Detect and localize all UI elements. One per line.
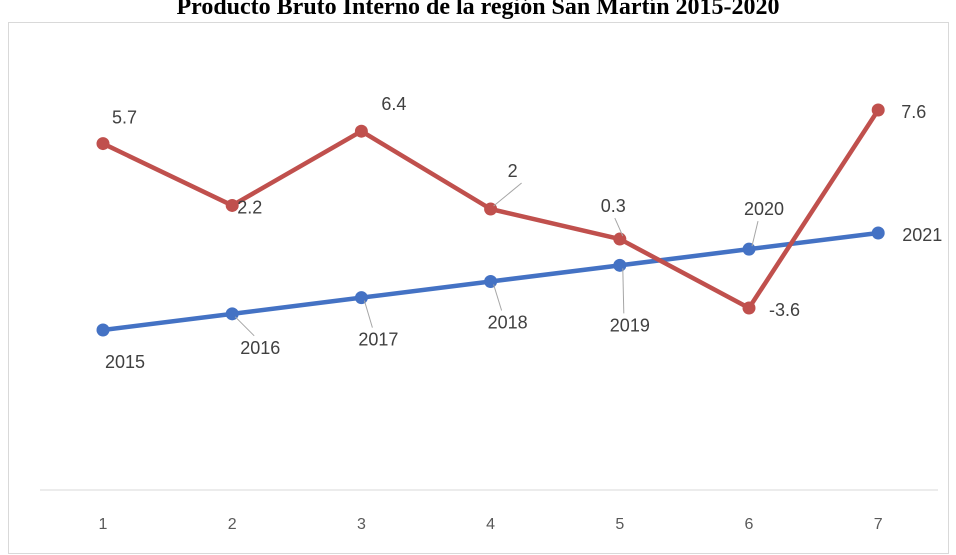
series-blue-point <box>96 323 110 337</box>
series-red-point <box>354 124 368 138</box>
series-blue-label-leader <box>234 316 255 337</box>
x-tick-label: 2 <box>228 516 237 533</box>
chart-frame <box>8 22 949 554</box>
series-red-data-label: -3.6 <box>769 300 800 320</box>
series-blue-point <box>613 258 627 272</box>
series-blue-data-label: 2020 <box>744 199 784 219</box>
series-blue-point <box>354 291 368 305</box>
series-red-label-leader <box>493 182 522 207</box>
x-tick-label: 7 <box>874 516 883 533</box>
series-blue-data-label: 2018 <box>488 313 528 333</box>
series-blue-label-leader <box>751 221 759 247</box>
series-red-point <box>871 103 885 117</box>
series-red-data-label: 5.7 <box>112 108 137 128</box>
x-tick-label: 1 <box>99 516 108 533</box>
series-red-point <box>96 137 110 151</box>
series-red-data-label: 2.2 <box>237 197 262 217</box>
series-red-data-label: 0.3 <box>601 196 626 216</box>
series-red-point <box>742 301 756 315</box>
series-red-data-label: 7.6 <box>901 102 926 122</box>
series-blue-data-label: 2019 <box>610 315 650 335</box>
series-blue-data-label: 2015 <box>105 352 145 372</box>
x-tick-label: 3 <box>357 516 366 533</box>
series-red-point <box>225 198 239 212</box>
series-blue-label-leader <box>363 300 373 328</box>
series-blue-data-label: 2021 <box>902 225 942 245</box>
series-blue-point <box>871 226 885 240</box>
series-blue-data-label: 2017 <box>358 330 398 350</box>
series-blue-data-label: 2016 <box>240 338 280 358</box>
series-red-point <box>613 232 627 246</box>
series-red-data-label: 6.4 <box>381 94 406 114</box>
x-tick-label: 4 <box>486 516 495 533</box>
x-tick-label: 6 <box>745 516 754 533</box>
series-blue-label-leader <box>493 284 503 311</box>
x-tick-label: 5 <box>615 516 624 533</box>
series-blue-point <box>742 242 756 256</box>
chart-title: Producto Bruto Interno de la región San … <box>176 0 780 20</box>
series-blue-label-leader <box>622 268 625 314</box>
series-blue-point <box>484 275 498 288</box>
series-red-label-leader <box>614 217 624 237</box>
series-red-data-label: 2 <box>508 161 518 181</box>
